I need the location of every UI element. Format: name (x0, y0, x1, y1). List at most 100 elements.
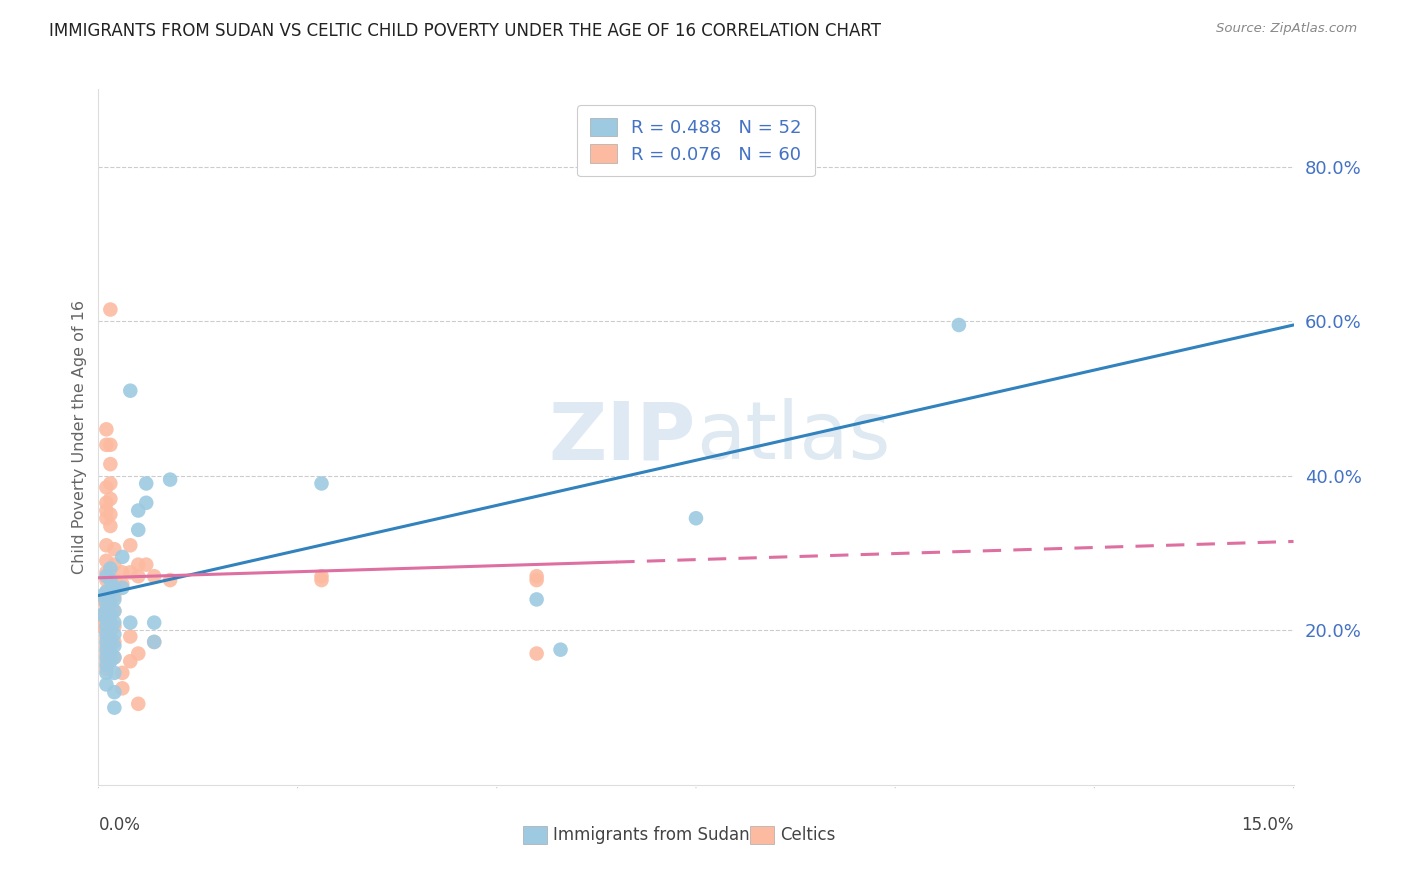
Point (127, 523, 149, 537)
Point (91, 589, 114, 603)
Point (103, 639, 125, 653)
Point (111, 566, 134, 580)
Point (103, 581, 125, 595)
Point (103, 604, 125, 618)
Point (91, 619, 114, 633)
Point (96, 631, 118, 645)
Point (96, 624, 118, 638)
Y-axis label: Child Poverty Under the Age of 16: Child Poverty Under the Age of 16 (72, 300, 87, 574)
Point (96, 600, 118, 615)
Point (96, 573, 118, 587)
Point (948, 318, 970, 332)
Point (96, 658, 118, 673)
Point (96, 662, 118, 676)
Point (96, 607, 118, 622)
Point (98, 596, 122, 610)
Point (143, 569, 166, 583)
Point (91, 607, 114, 622)
Point (111, 665, 134, 680)
Point (526, 573, 548, 587)
Point (103, 665, 125, 680)
Point (96, 642, 118, 657)
Point (96, 584, 118, 599)
Point (96, 596, 118, 610)
Point (96, 647, 118, 661)
Point (103, 604, 125, 618)
Point (96, 569, 118, 583)
Point (96, 566, 118, 580)
Point (96, 639, 118, 653)
Point (98, 476, 122, 491)
Point (526, 647, 548, 661)
Point (103, 619, 125, 633)
Point (96, 538, 118, 552)
Point (143, 635, 166, 649)
Point (159, 473, 181, 487)
Point (98, 573, 122, 587)
Text: Celtics: Celtics (779, 826, 835, 844)
Point (96, 677, 118, 691)
Point (98, 519, 122, 533)
Point (103, 558, 125, 572)
Legend: R = 0.488   N = 52, R = 0.076   N = 60: R = 0.488 N = 52, R = 0.076 N = 60 (578, 105, 814, 177)
Point (96, 480, 118, 494)
Point (96, 422, 118, 436)
Point (96, 604, 118, 618)
Point (550, 642, 572, 657)
Point (127, 647, 149, 661)
Point (120, 654, 142, 668)
Point (98, 508, 122, 522)
Point (103, 650, 125, 665)
Point (311, 573, 333, 587)
Point (685, 511, 707, 525)
Point (127, 697, 149, 711)
Point (96, 496, 118, 510)
Point (96, 511, 118, 525)
Point (127, 558, 149, 572)
Point (311, 476, 333, 491)
Point (103, 589, 125, 603)
Point (120, 566, 142, 580)
Point (98, 438, 122, 452)
Point (96, 612, 118, 626)
Point (103, 650, 125, 665)
Point (526, 592, 548, 607)
Point (96, 584, 118, 599)
Point (91, 592, 114, 607)
Point (120, 630, 142, 644)
Point (103, 592, 125, 607)
Point (103, 542, 125, 557)
Point (526, 569, 548, 583)
Point (111, 549, 134, 564)
Point (135, 496, 157, 510)
Point (96, 554, 118, 568)
Point (96, 627, 118, 641)
Point (98, 654, 122, 668)
Text: IMMIGRANTS FROM SUDAN VS CELTIC CHILD POVERTY UNDER THE AGE OF 16 CORRELATION CH: IMMIGRANTS FROM SUDAN VS CELTIC CHILD PO… (49, 22, 882, 40)
Point (311, 569, 333, 583)
Point (111, 581, 134, 595)
Point (103, 700, 125, 714)
FancyBboxPatch shape (523, 826, 547, 844)
Point (96, 635, 118, 649)
Point (96, 650, 118, 665)
Point (159, 573, 181, 587)
Point (98, 615, 122, 630)
Point (127, 569, 149, 583)
Point (96, 654, 118, 668)
Point (103, 685, 125, 699)
Point (98, 457, 122, 471)
Point (135, 558, 157, 572)
Point (103, 573, 125, 587)
Point (96, 615, 118, 630)
Point (96, 592, 118, 607)
Point (103, 627, 125, 641)
Point (103, 635, 125, 649)
Point (98, 647, 122, 661)
Point (98, 491, 122, 506)
Point (111, 681, 134, 696)
Point (120, 615, 142, 630)
Point (143, 635, 166, 649)
Point (98, 624, 122, 638)
Point (135, 476, 157, 491)
